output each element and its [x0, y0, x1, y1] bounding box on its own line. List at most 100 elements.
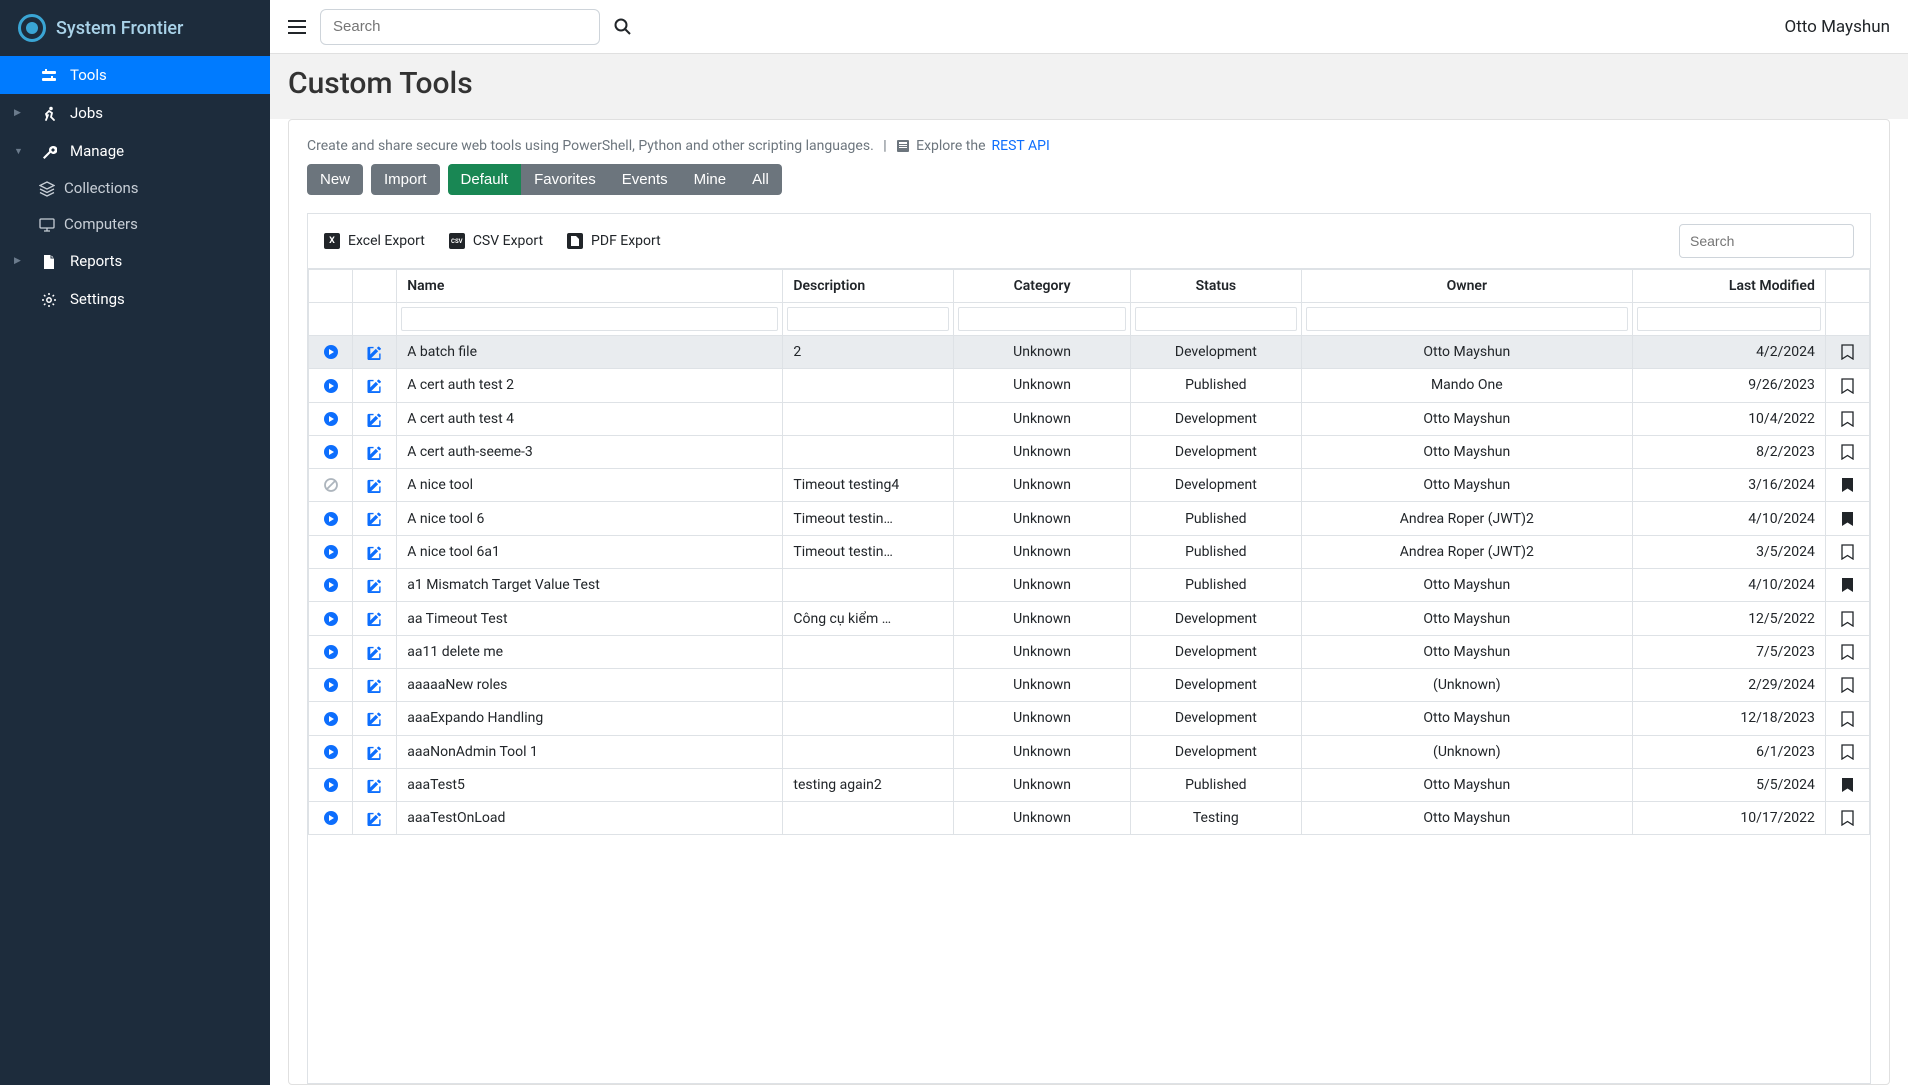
bookmark-icon[interactable] — [1841, 610, 1854, 626]
play-icon[interactable] — [323, 677, 339, 693]
table-row[interactable]: A nice tool 6Timeout testin…UnknownPubli… — [309, 502, 1870, 535]
csv-export-button[interactable]: CSV CSV Export — [449, 233, 543, 249]
bookmark-icon[interactable] — [1841, 344, 1854, 360]
bookmark-icon[interactable] — [1841, 710, 1854, 726]
play-icon[interactable] — [323, 810, 339, 826]
filter-owner[interactable] — [1306, 307, 1628, 331]
sidebar-subitem-collections[interactable]: Collections — [0, 170, 270, 206]
cell-status: Development — [1130, 735, 1301, 768]
table-row[interactable]: aa Timeout TestCông cụ kiểm …UnknownDeve… — [309, 602, 1870, 635]
play-icon[interactable] — [323, 577, 339, 593]
table-search-input[interactable] — [1679, 224, 1854, 258]
play-icon[interactable] — [323, 710, 339, 726]
play-icon[interactable] — [323, 610, 339, 626]
tab-all[interactable]: All — [739, 164, 782, 195]
brand-logo[interactable]: System Frontier — [0, 0, 270, 56]
sidebar-item-tools[interactable]: Tools — [0, 56, 270, 94]
col-header-owner[interactable]: Owner — [1301, 270, 1632, 303]
play-icon[interactable] — [323, 744, 339, 760]
import-button[interactable]: Import — [371, 164, 440, 195]
tab-default[interactable]: Default — [448, 164, 522, 195]
bookmark-icon[interactable] — [1841, 744, 1854, 760]
play-icon[interactable] — [323, 510, 339, 526]
table-row[interactable]: A cert auth test 2UnknownPublishedMando … — [309, 369, 1870, 402]
filter-category[interactable] — [958, 307, 1126, 331]
tab-mine[interactable]: Mine — [681, 164, 740, 195]
play-icon[interactable] — [323, 377, 339, 393]
table-row[interactable]: A batch file2UnknownDevelopmentOtto Mays… — [309, 336, 1870, 369]
play-icon[interactable] — [323, 344, 339, 360]
edit-icon[interactable] — [367, 444, 382, 460]
table-row[interactable]: aaaExpando HandlingUnknownDevelopmentOtt… — [309, 702, 1870, 735]
bookmark-icon[interactable] — [1841, 544, 1854, 560]
current-user[interactable]: Otto Mayshun — [1785, 17, 1890, 37]
bookmark-icon[interactable] — [1841, 411, 1854, 427]
table-row[interactable]: aaaNonAdmin Tool 1UnknownDevelopment(Unk… — [309, 735, 1870, 768]
edit-icon[interactable] — [367, 511, 382, 527]
filter-last-modified[interactable] — [1637, 307, 1821, 331]
sidebar-item-manage[interactable]: ▼Manage — [0, 132, 270, 170]
play-icon[interactable] — [323, 444, 339, 460]
table-row[interactable]: A cert auth test 4UnknownDevelopmentOtto… — [309, 402, 1870, 435]
filter-description[interactable] — [787, 307, 949, 331]
table-row[interactable]: aaaTestOnLoadUnknownTestingOtto Mayshun1… — [309, 802, 1870, 835]
col-header-name[interactable]: Name — [397, 270, 783, 303]
content-card: Create and share secure web tools using … — [288, 119, 1890, 1085]
edit-icon[interactable] — [367, 810, 382, 826]
bookmark-icon[interactable] — [1841, 444, 1854, 460]
edit-icon[interactable] — [367, 777, 382, 793]
table-row[interactable]: a1 Mismatch Target Value TestUnknownPubl… — [309, 569, 1870, 602]
play-icon[interactable] — [323, 544, 339, 560]
bookmark-icon[interactable] — [1841, 777, 1854, 793]
edit-icon[interactable] — [367, 744, 382, 760]
edit-icon[interactable] — [367, 377, 382, 393]
bookmark-icon[interactable] — [1841, 377, 1854, 393]
edit-icon[interactable] — [367, 611, 382, 627]
menu-toggle-icon[interactable] — [288, 16, 306, 37]
bookmark-icon[interactable] — [1841, 677, 1854, 693]
cell-owner: Otto Mayshun — [1301, 469, 1632, 502]
excel-export-button[interactable]: X Excel Export — [324, 233, 425, 249]
table-row[interactable]: aaaaaNew rolesUnknownDevelopment(Unknown… — [309, 668, 1870, 701]
play-icon[interactable] — [323, 411, 339, 427]
edit-icon[interactable] — [367, 477, 382, 493]
play-icon[interactable] — [323, 644, 339, 660]
table-row[interactable]: A cert auth-seeme-3UnknownDevelopmentOtt… — [309, 435, 1870, 468]
global-search-input[interactable] — [320, 9, 600, 45]
edit-icon[interactable] — [367, 344, 382, 360]
search-icon[interactable] — [614, 17, 632, 37]
table-row[interactable]: A nice tool 6a1Timeout testin…UnknownPub… — [309, 535, 1870, 568]
bookmark-icon[interactable] — [1841, 577, 1854, 593]
table-row[interactable]: A nice toolTimeout testing4UnknownDevelo… — [309, 469, 1870, 502]
play-icon[interactable] — [323, 777, 339, 793]
col-header-category[interactable]: Category — [954, 270, 1131, 303]
bookmark-icon[interactable] — [1841, 510, 1854, 526]
edit-icon[interactable] — [367, 644, 382, 660]
col-header-status[interactable]: Status — [1130, 270, 1301, 303]
edit-icon[interactable] — [367, 710, 382, 726]
intro-text: Create and share secure web tools using … — [307, 138, 1871, 154]
filter-status[interactable] — [1135, 307, 1297, 331]
bookmark-icon[interactable] — [1841, 644, 1854, 660]
filter-name[interactable] — [401, 307, 778, 331]
rest-api-link[interactable]: REST API — [992, 138, 1050, 154]
cell-owner: Otto Mayshun — [1301, 702, 1632, 735]
pdf-export-button[interactable]: PDF Export — [567, 233, 661, 249]
bookmark-icon[interactable] — [1841, 810, 1854, 826]
new-button[interactable]: New — [307, 164, 363, 195]
tab-favorites[interactable]: Favorites — [521, 164, 609, 195]
sidebar-item-jobs[interactable]: ▶Jobs — [0, 94, 270, 132]
sidebar-item-reports[interactable]: ▶Reports — [0, 242, 270, 280]
edit-icon[interactable] — [367, 577, 382, 593]
edit-icon[interactable] — [367, 544, 382, 560]
col-header-last-modified[interactable]: Last Modified — [1632, 270, 1825, 303]
sidebar-item-settings[interactable]: Settings — [0, 280, 270, 318]
edit-icon[interactable] — [367, 411, 382, 427]
col-header-description[interactable]: Description — [783, 270, 954, 303]
tab-events[interactable]: Events — [609, 164, 681, 195]
bookmark-icon[interactable] — [1841, 477, 1854, 493]
sidebar-subitem-computers[interactable]: Computers — [0, 206, 270, 242]
table-row[interactable]: aa11 delete meUnknownDevelopmentOtto May… — [309, 635, 1870, 668]
edit-icon[interactable] — [367, 677, 382, 693]
table-row[interactable]: aaaTest5testing again2UnknownPublishedOt… — [309, 768, 1870, 801]
